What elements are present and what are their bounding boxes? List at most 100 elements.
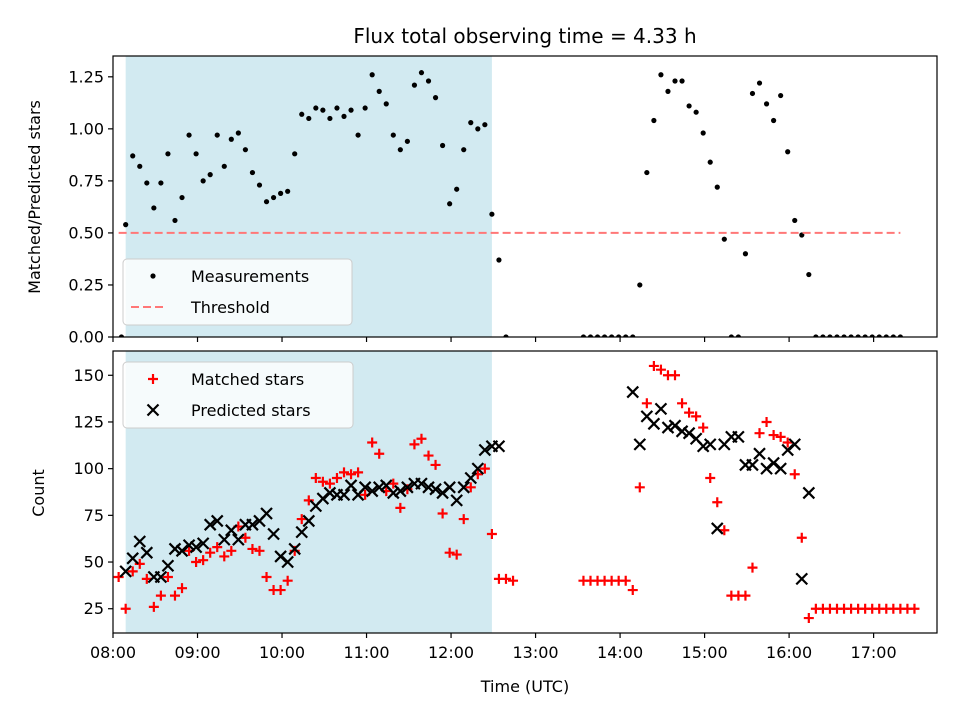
top-measurements-point [242, 147, 249, 153]
bottom-legend-swatch [148, 374, 158, 384]
bottom-matched-stars-point [761, 416, 772, 427]
bottom-y-tick-label: 125 [73, 412, 104, 431]
bottom-matched-stars-point [134, 558, 145, 569]
top-measurements-point [686, 103, 692, 109]
top-measurements-point [883, 334, 889, 337]
top-measurements-point [390, 132, 396, 138]
top-measurements-point [616, 334, 622, 337]
top-measurements-point [235, 130, 241, 136]
top-measurements-point [876, 334, 882, 337]
top-measurements-point [862, 334, 868, 337]
bottom-matched-stars-point [684, 407, 695, 418]
top-measurements-point [855, 334, 861, 337]
bottom-predicted-stars-point [387, 486, 400, 500]
bottom-matched-stars-point [395, 502, 406, 513]
top-measurements-point [355, 132, 361, 138]
bottom-matched-stars-point [282, 575, 293, 586]
top-measurements-point [580, 334, 587, 337]
bottom-matched-stars-point [430, 459, 441, 470]
top-measurements-point [813, 334, 819, 337]
top-measurements-point [151, 205, 157, 211]
bottom-matched-stars-point [148, 601, 159, 612]
bottom-predicted-stars-point [140, 546, 154, 559]
bottom-matched-stars-point [388, 478, 399, 489]
bottom-predicted-stars-point [443, 481, 456, 494]
bottom-y-tick-label: 25 [84, 599, 104, 618]
top-y-tick-label: 0.75 [68, 171, 104, 190]
top-y-tick-label: 0.50 [68, 223, 104, 242]
bottom-predicted-stars-point [344, 479, 358, 492]
top-measurements-point [432, 95, 439, 101]
bottom-matched-stars-point [754, 428, 765, 439]
bottom-predicted-stars-point [478, 443, 492, 457]
bottom-predicted-stars-point [126, 552, 139, 565]
bottom-matched-stars-point [374, 448, 385, 459]
bottom-predicted-stars-point [210, 514, 224, 528]
bottom-matched-stars-point [437, 508, 448, 519]
bottom-matched-stars-point [712, 497, 723, 508]
bottom-matched-stars-point [247, 543, 258, 554]
top-measurements-point [404, 138, 410, 144]
top-measurements-point [228, 136, 234, 142]
top-measurements-point [749, 90, 756, 97]
x-tick-label: 17:00 [851, 643, 897, 662]
bottom-matched-stars-point [310, 472, 321, 483]
bottom-matched-stars-point [212, 542, 223, 553]
bottom-predicted-stars-point [217, 533, 231, 546]
bottom-matched-stars-point [796, 532, 807, 543]
top-measurements-point [601, 334, 608, 337]
top-measurements-point [841, 334, 847, 337]
bottom-matched-stars-point [677, 398, 688, 409]
bottom-matched-stars-point [458, 514, 469, 525]
bottom-matched-stars-point [479, 463, 490, 474]
top-measurements-point [263, 199, 270, 205]
bottom-matched-stars-point [324, 478, 335, 489]
bottom-matched-stars-point [641, 398, 652, 409]
bottom-matched-stars-point [155, 590, 166, 601]
bottom-predicted-stars-point [732, 430, 745, 444]
top-measurements-point [482, 122, 488, 128]
bottom-predicted-stars-point [168, 542, 182, 556]
top-measurements-point [130, 153, 136, 159]
bottom-y-tick-label: 150 [73, 366, 104, 385]
x-tick-label: 10:00 [259, 643, 305, 662]
top-data-layer [118, 70, 903, 337]
bottom-matched-stars-point [670, 370, 681, 381]
top-y-tick-label: 0.25 [68, 275, 104, 294]
top-measurements-point [869, 334, 875, 337]
bottom-predicted-stars-point [401, 481, 414, 494]
bottom-matched-stars-point [367, 437, 378, 448]
bottom-predicted-stars-point [471, 462, 485, 475]
bottom-predicted-stars-point [154, 570, 168, 584]
top-measurements-point [728, 334, 734, 337]
x-tick-label: 16:00 [766, 643, 812, 662]
bottom-predicted-stars-point [196, 537, 210, 550]
bottom-predicted-stars-point [746, 458, 759, 472]
top-measurements-point [411, 82, 418, 88]
bottom-legend-swatch [146, 403, 160, 417]
top-measurements-point [693, 109, 699, 115]
top-legend-label: Threshold [190, 298, 270, 317]
bottom-matched-stars-point [465, 482, 476, 493]
top-measurements-point [778, 92, 784, 99]
bottom-predicted-stars-point [415, 477, 428, 490]
bottom-y-tick-label: 50 [84, 553, 104, 572]
top-y-axis-label: Matched/Predicted stars [25, 100, 44, 294]
bottom-legend-label: Predicted stars [191, 401, 311, 420]
bottom-predicted-stars-point [182, 538, 196, 552]
bottom-predicted-stars-point [626, 385, 640, 399]
top-measurements-point [425, 78, 432, 84]
bottom-y-axis-label: Count [29, 469, 48, 517]
x-axis-label: Time (UTC) [480, 677, 569, 696]
top-measurements-point [714, 184, 720, 190]
bottom-predicted-stars-point [133, 535, 147, 548]
top-measurements-point [496, 257, 502, 263]
bottom-predicted-stars-point [422, 481, 435, 494]
top-measurements-point [172, 217, 178, 224]
bottom-predicted-stars-point [661, 421, 675, 434]
bottom-matched-stars-point [768, 430, 779, 441]
bottom-predicted-stars-point [429, 482, 442, 496]
bottom-matched-stars-point [627, 585, 638, 596]
bottom-predicted-stars-point [246, 518, 259, 531]
